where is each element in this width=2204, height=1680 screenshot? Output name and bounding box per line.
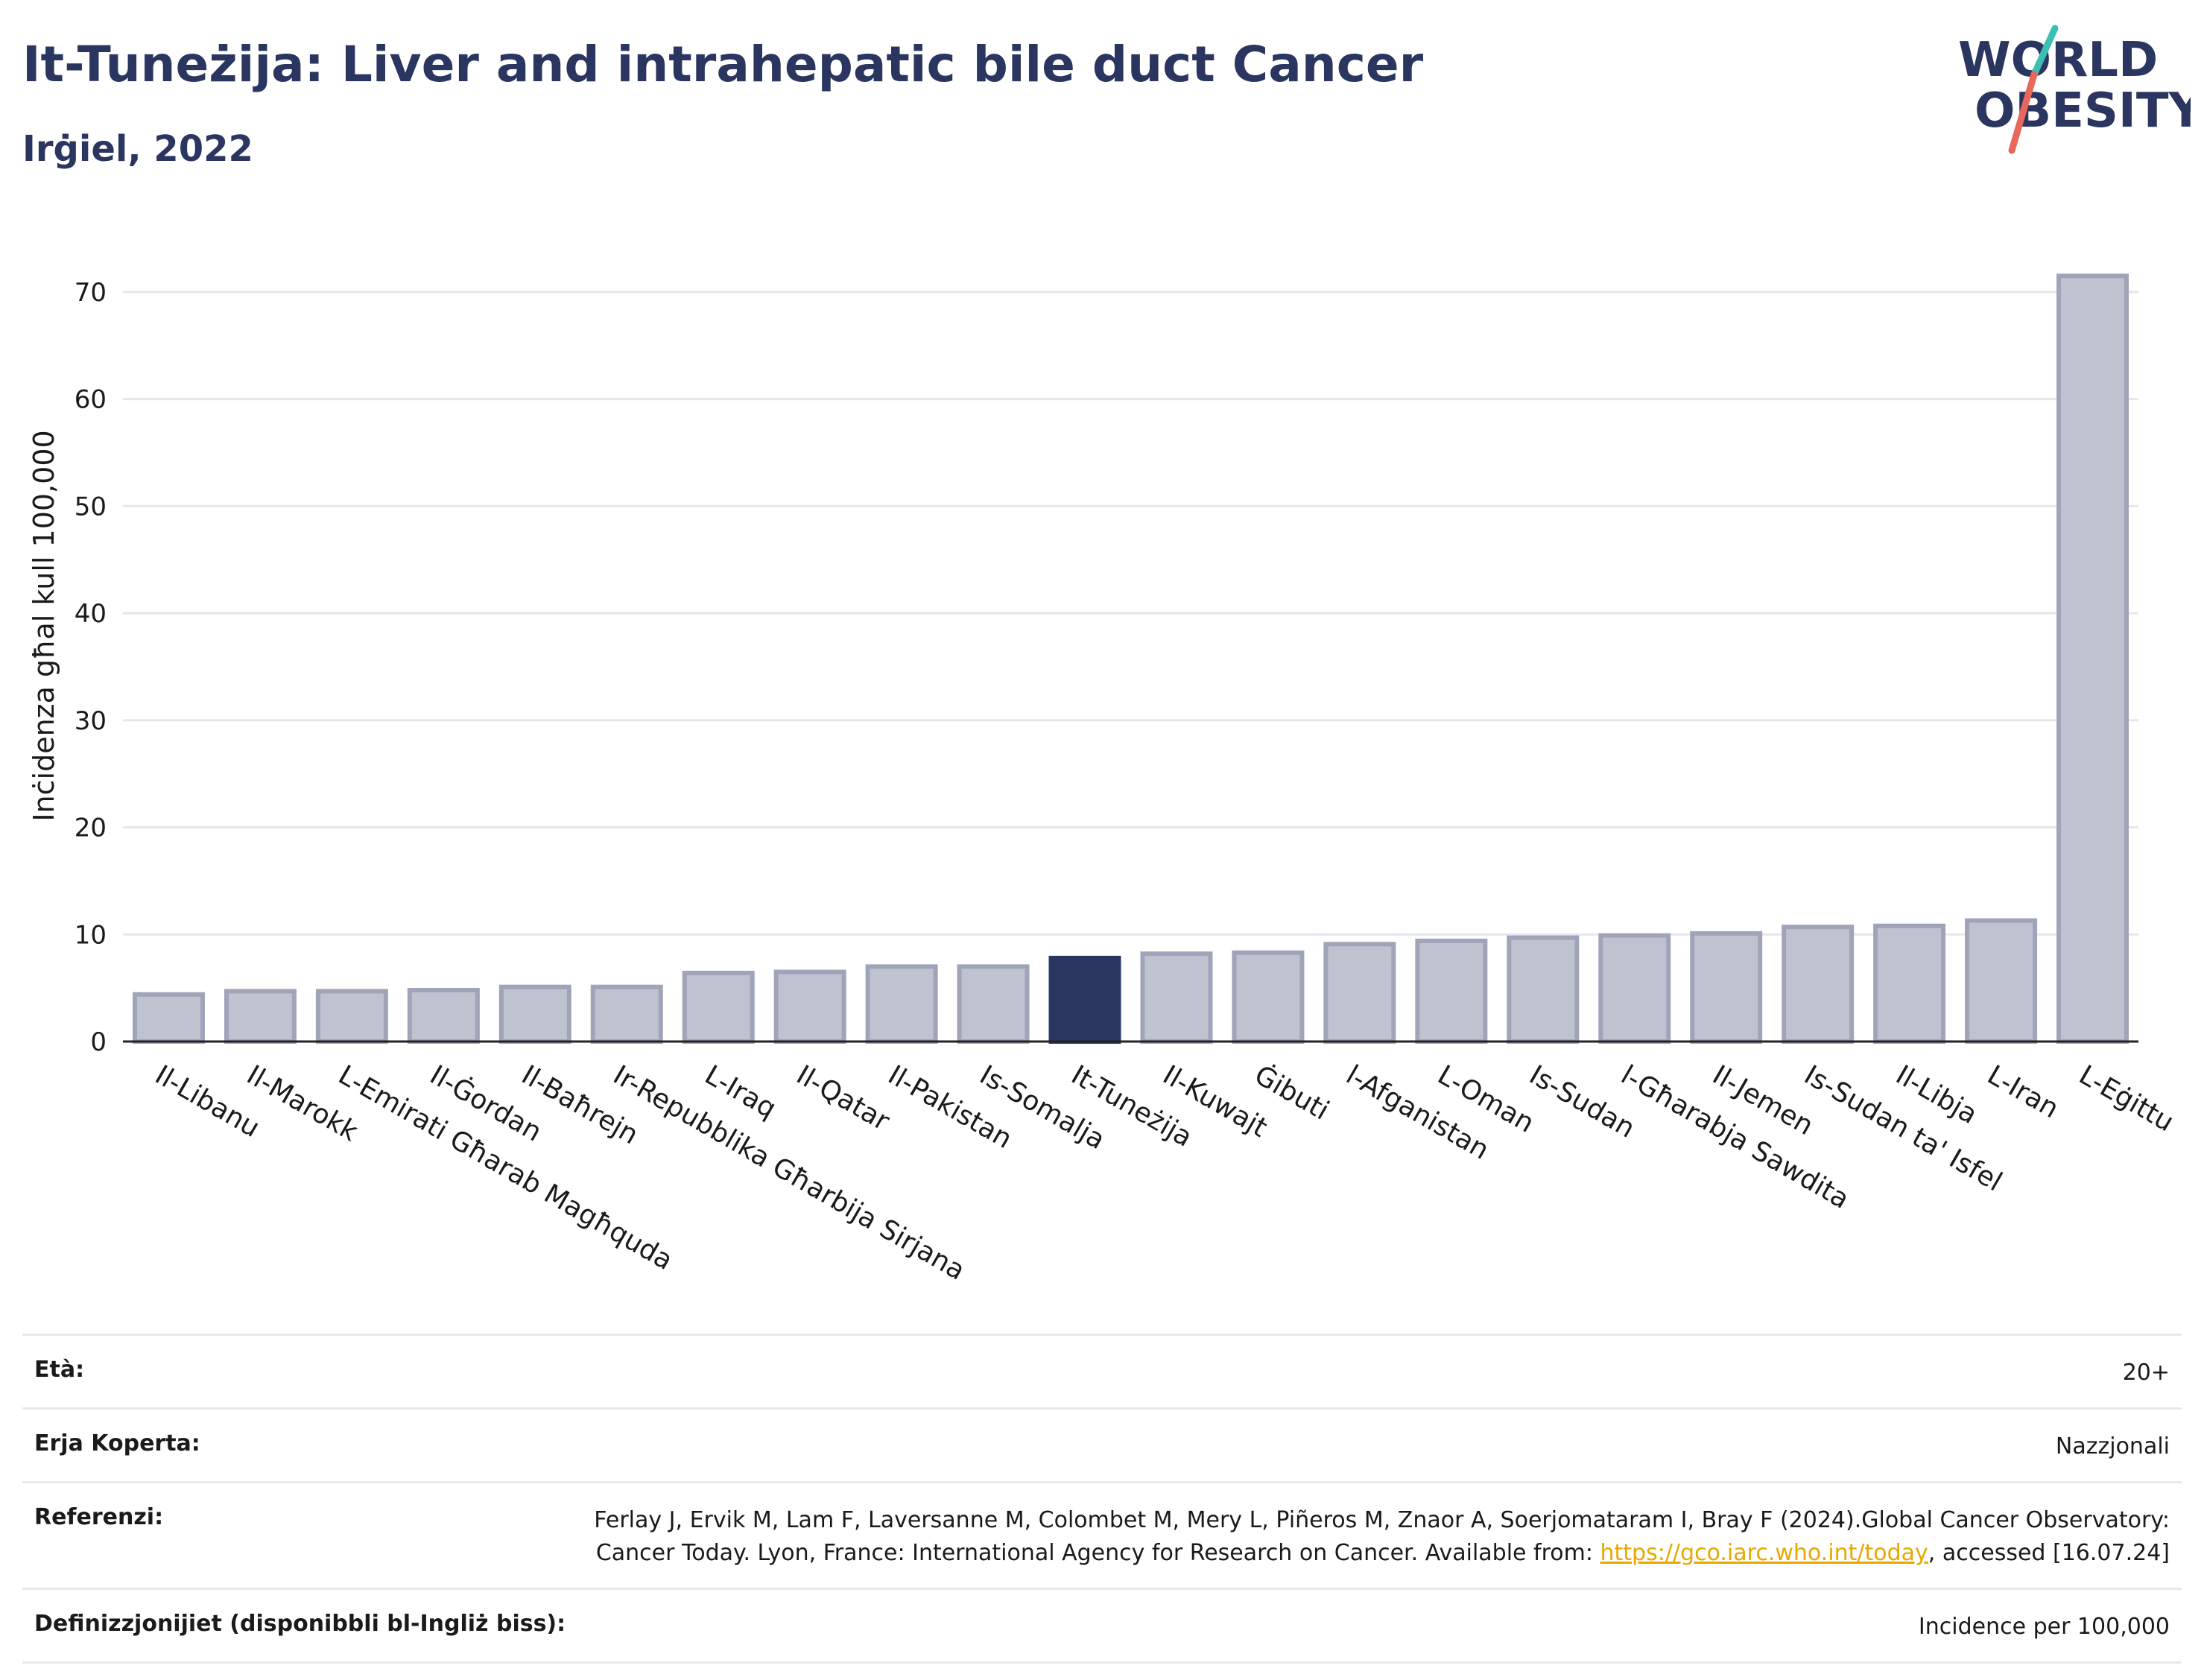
bar [1232,950,1305,1045]
bar [498,984,571,1045]
logo-slash-top [2030,25,2059,78]
bar [132,992,205,1044]
bar [1965,918,2038,1045]
age-value: 20+ [2122,1360,2170,1386]
age-label: Età: [34,1357,85,1383]
bar [1323,942,1396,1044]
gridlines [123,291,2138,936]
reference-text: Ferlay J, Ervik M, Lam F, Laversanne M, … [594,1507,2170,1566]
x-tick-label: L-Iran [1982,1059,2063,1124]
bar [773,969,846,1045]
y-axis-label: Inċidenza għal kull 100,000 [28,430,60,821]
definitions-value: Incidence per 100,000 [1918,1614,2170,1640]
bar [682,971,755,1044]
y-tick-label: 20 [75,814,107,843]
bar-chart: 010203040506070Il-LibanuIl-MarokkL-Emira… [28,273,2179,1287]
bar-highlighted [1048,955,1121,1044]
world-obesity-logo: WORLD OBESITY [1937,22,2203,156]
reference-label: Referenzi: [34,1504,164,1530]
x-tick-label: Il-Libanu [150,1059,265,1144]
bar [1507,935,1580,1044]
meta-row-area: Erja Koperta: Nazzjonali [22,1407,2182,1481]
reference-value: Ferlay J, Ervik M, Lam F, Laversanne M, … [531,1504,2170,1570]
y-tick-label: 50 [75,492,107,522]
axes: 010203040506070Il-LibanuIl-MarokkL-Emira… [75,278,2179,1287]
meta-row-definitions: Definizzjonijiet (disponibbli bl-Ingliż … [22,1588,2182,1664]
x-tick-label: Is-Sudan [1524,1059,1639,1144]
bar [865,964,938,1044]
chart-title: It-Tuneżija: Liver and intrahepatic bile… [22,36,1424,93]
logo-line2: OBESITY [1975,83,2191,139]
x-tick-label: Il-Qatar [791,1059,895,1137]
reference-accessed: , accessed [16.07.24] [1928,1540,2170,1566]
y-tick-label: 70 [75,278,107,308]
bar [1873,923,1946,1044]
bars [132,273,2129,1045]
bar [1140,951,1213,1045]
bar [1690,931,1763,1045]
bar [1415,938,1488,1045]
definitions-label: Definizzjonijiet (disponibbli bl-Ingliż … [34,1611,566,1637]
y-tick-label: 10 [75,920,107,950]
metadata-table: Età: 20+ Erja Koperta: Nazzjonali Refere… [22,1334,2182,1664]
area-value: Nazzjonali [2055,1433,2170,1459]
x-tick-label: L-Eġittu [2074,1059,2179,1138]
bar [1598,933,1671,1044]
bar [957,964,1030,1044]
meta-row-reference: Referenzi: Ferlay J, Ervik M, Lam F, Lav… [22,1481,2182,1588]
bar [590,984,663,1045]
bar [407,988,480,1045]
reference-link[interactable]: https://gco.iarc.who.int/today [1600,1540,1928,1566]
bar [224,989,297,1044]
chart-subtitle: Irġiel, 2022 [22,128,253,170]
area-label: Erja Koperta: [34,1430,200,1456]
bar [315,989,388,1044]
bar [1782,925,1855,1044]
y-tick-label: 0 [90,1027,107,1057]
logo-line1: WORLD [1958,33,2158,88]
y-tick-label: 40 [75,599,107,629]
y-tick-label: 60 [75,385,107,415]
y-tick-label: 30 [75,706,107,736]
meta-row-age: Età: 20+ [22,1334,2182,1407]
logo-slash-bottom [2008,71,2038,154]
bar [2056,273,2129,1045]
